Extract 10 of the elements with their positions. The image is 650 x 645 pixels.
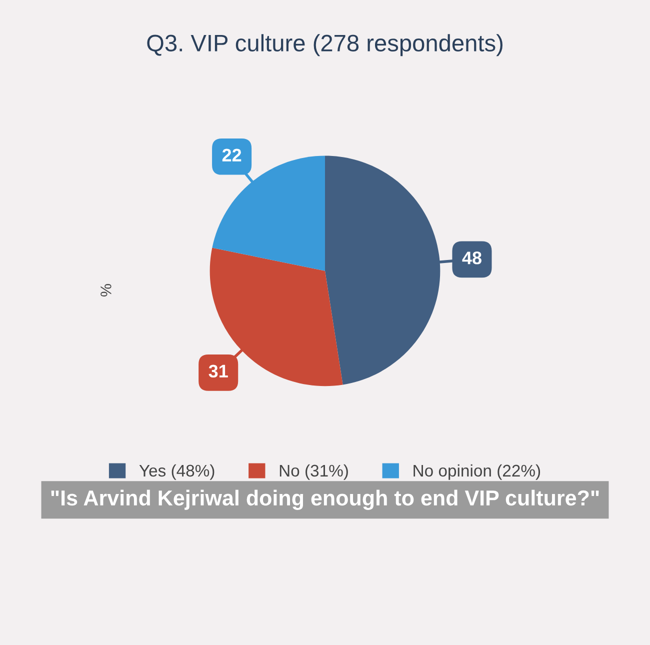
data-label: 48 xyxy=(462,252,482,264)
data-label: 31 xyxy=(208,364,228,378)
data-label: 22 xyxy=(222,148,242,162)
legend-label: No (31%) xyxy=(280,464,348,480)
chart-title: Q3. VIP culture (278 respondents) xyxy=(147,34,502,56)
text: "Is Arvind Kejriwal doing enough to end VIP culture?" xyxy=(51,490,599,510)
legend-label: No opinion (22%) xyxy=(414,464,540,480)
legend-label: Yes (48%) xyxy=(139,464,214,480)
text: % xyxy=(100,284,112,296)
pie-slice xyxy=(210,248,343,386)
